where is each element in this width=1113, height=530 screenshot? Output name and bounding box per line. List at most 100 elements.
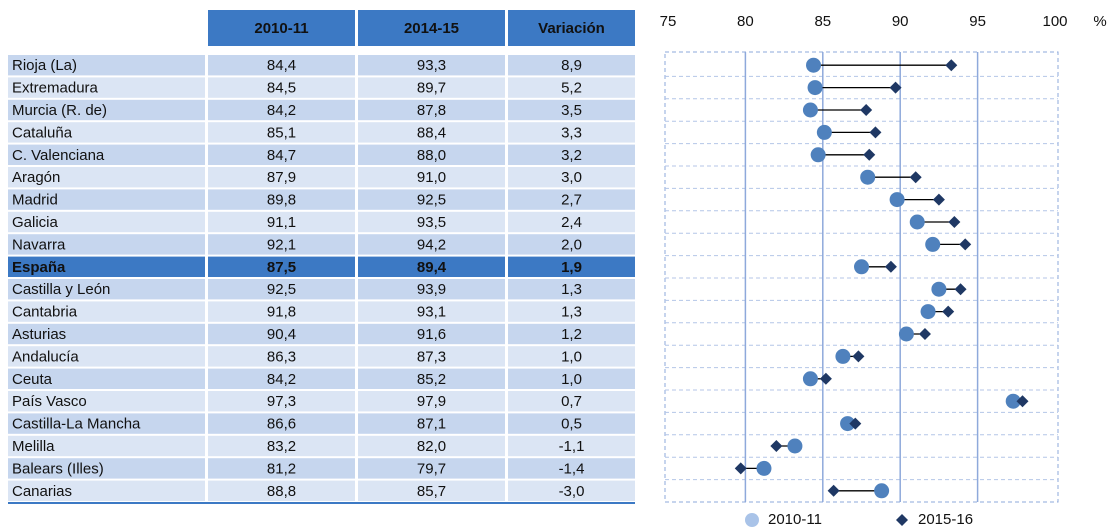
table-cell xyxy=(508,323,635,345)
cell-value: 94,2 xyxy=(417,236,446,253)
cell-value: 1,3 xyxy=(561,304,582,321)
cell-value: 5,2 xyxy=(561,80,582,97)
cell-value: 84,2 xyxy=(267,371,296,388)
diamond-2015 xyxy=(819,372,832,385)
dot-2010 xyxy=(810,147,826,163)
table-cell xyxy=(208,122,355,143)
cell-value: 89,7 xyxy=(417,80,446,97)
table-cell xyxy=(508,189,635,210)
cell-value: 92,1 xyxy=(267,236,296,253)
cell-value: 93,3 xyxy=(417,57,446,74)
table-cell xyxy=(508,77,635,98)
table-cell xyxy=(208,323,355,345)
table-cell xyxy=(358,391,505,412)
table-cell xyxy=(508,167,635,188)
dot-2010 xyxy=(925,236,941,252)
x-tick-label: 80 xyxy=(737,13,754,30)
cell-value: 87,5 xyxy=(267,259,296,276)
row-label: Navarra xyxy=(12,236,66,253)
row-label: Andalucía xyxy=(12,348,79,365)
cell-value: 93,1 xyxy=(417,304,446,321)
table-cell xyxy=(8,413,205,434)
dot-2010 xyxy=(909,214,925,230)
row-label: Extremadura xyxy=(12,80,99,97)
diamond-2015 xyxy=(959,238,972,251)
table-cell xyxy=(358,435,505,457)
table-cell xyxy=(208,211,355,233)
cell-value: 92,5 xyxy=(267,281,296,298)
cell-value: 91,8 xyxy=(267,304,296,321)
cell-value: 93,9 xyxy=(417,281,446,298)
diamond-2015 xyxy=(948,216,961,228)
table-cell xyxy=(358,368,505,389)
table-cell xyxy=(508,55,635,76)
cell-value: 84,2 xyxy=(267,102,296,119)
table-cell xyxy=(208,413,355,434)
row-label: Cantabria xyxy=(12,304,78,321)
row-label: C. Valenciana xyxy=(12,147,105,164)
table-cell xyxy=(8,189,205,210)
dot-2010 xyxy=(854,259,869,275)
cell-value: 0,5 xyxy=(561,416,582,433)
table-cell xyxy=(8,323,205,345)
table-cell xyxy=(358,99,505,121)
table-cell xyxy=(8,346,205,367)
cell-value: -3,0 xyxy=(559,483,585,500)
x-tick-label: 90 xyxy=(892,13,909,30)
table-cell xyxy=(8,55,205,76)
row-label: Aragón xyxy=(12,169,60,186)
cell-value: 3,3 xyxy=(561,124,582,141)
row-label: Castilla y León xyxy=(12,281,110,298)
table-cell xyxy=(8,144,205,165)
cell-value: 1,2 xyxy=(561,326,582,343)
diamond-2015 xyxy=(734,462,747,475)
table-cell xyxy=(208,301,355,322)
cell-value: -1,4 xyxy=(559,460,585,477)
dot-2010 xyxy=(787,438,803,454)
table-cell xyxy=(8,480,205,501)
diamond-2015 xyxy=(1016,395,1029,408)
cell-value: 85,7 xyxy=(417,483,446,500)
table-cell xyxy=(508,99,635,121)
table-cell xyxy=(508,368,635,389)
table-cell xyxy=(508,211,635,233)
diamond-2015 xyxy=(932,193,945,206)
table-cell xyxy=(208,234,355,255)
cell-value: 88,4 xyxy=(417,124,446,141)
table-cell xyxy=(8,458,205,479)
cell-value: 91,1 xyxy=(267,214,296,231)
table-cell xyxy=(208,346,355,367)
cell-value: 1,9 xyxy=(561,259,582,276)
dot-2010 xyxy=(756,460,772,476)
cell-value: 2,7 xyxy=(561,192,582,209)
table-cell xyxy=(8,211,205,233)
diamond-2015 xyxy=(954,283,967,296)
table-cell xyxy=(358,55,505,76)
x-tick-label: 95 xyxy=(969,13,986,30)
cell-value: 84,5 xyxy=(267,80,296,97)
row-label: País Vasco xyxy=(12,393,87,410)
table-cell xyxy=(8,122,205,143)
cell-value: 88,8 xyxy=(267,483,296,500)
cell-value: 86,3 xyxy=(267,348,296,365)
table-cell xyxy=(208,167,355,188)
diamond-2015 xyxy=(889,81,902,94)
diamond-2015 xyxy=(827,484,840,497)
dot-2010 xyxy=(807,80,823,96)
table-cell xyxy=(358,301,505,322)
table-cell xyxy=(358,234,505,255)
legend-swatch xyxy=(745,513,759,527)
row-label: Asturias xyxy=(12,326,66,343)
row-label: Balears (Illes) xyxy=(12,460,104,477)
cell-value: 87,3 xyxy=(417,348,446,365)
table-cell xyxy=(508,391,635,412)
table-cell xyxy=(8,99,205,121)
x-tick-label: 75 xyxy=(660,13,677,30)
header-cell xyxy=(358,10,505,46)
row-label: Galicia xyxy=(12,214,59,231)
cell-value: 86,6 xyxy=(267,416,296,433)
table-cell xyxy=(508,122,635,143)
table-cell xyxy=(358,413,505,434)
table-cell xyxy=(208,55,355,76)
